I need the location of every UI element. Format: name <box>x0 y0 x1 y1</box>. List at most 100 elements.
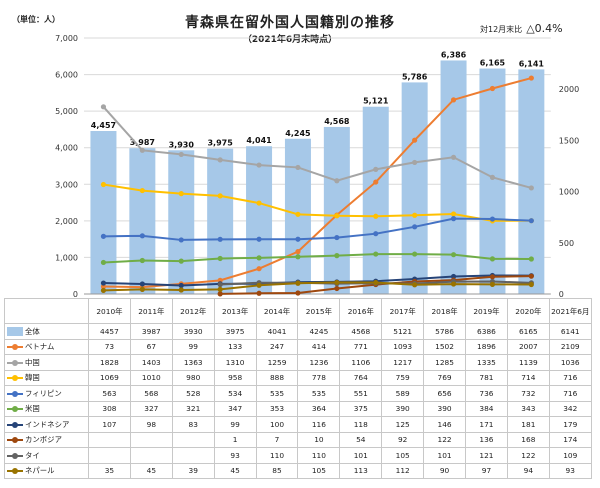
y-left-tick-label: 2,000 <box>55 217 78 226</box>
series-point <box>489 274 496 280</box>
series-point <box>412 251 418 257</box>
table-cell: 1236 <box>297 354 341 371</box>
series-point <box>217 193 223 199</box>
category-header-cell: 2015年 <box>297 298 341 324</box>
table-row: インドネシア 107 98 83 99 100 116 118 125 146 171 181 179 <box>4 416 592 433</box>
table-cell: 732 <box>506 385 550 402</box>
series-name: 中国 <box>25 357 40 367</box>
table-cell <box>88 447 131 464</box>
series-point <box>450 97 457 103</box>
table-cell: 105 <box>297 462 341 479</box>
legend-key <box>7 405 23 413</box>
bar-data-label: 6,165 <box>480 59 506 68</box>
series-point <box>256 282 262 288</box>
table-cell: 321 <box>171 400 215 417</box>
series-point <box>100 233 107 239</box>
series-point <box>334 279 340 286</box>
table-cell: 93 <box>548 462 592 479</box>
series-point <box>295 254 301 260</box>
y-right-tick-label: 1500 <box>559 136 579 145</box>
legend-key <box>7 467 23 475</box>
series-point <box>528 185 534 191</box>
series-point <box>528 256 534 262</box>
table-cell: 1502 <box>423 338 467 355</box>
table-cell: 551 <box>339 385 383 402</box>
series-name: フィリピン <box>25 388 62 398</box>
table-cell: 771 <box>339 338 383 355</box>
table-cell: 390 <box>381 400 425 417</box>
series-point <box>412 224 418 230</box>
series-label-cell: ネパール <box>4 462 89 479</box>
series-point <box>139 281 145 287</box>
table-cell: 1036 <box>548 354 592 371</box>
series-name: カンボジア <box>25 435 62 445</box>
table-cell: 716 <box>548 385 592 402</box>
table-cell: 1093 <box>381 338 425 355</box>
legend-key <box>7 436 23 444</box>
series-point <box>178 237 184 243</box>
table-cell: 308 <box>88 400 131 417</box>
table-cell <box>171 447 215 464</box>
series-line <box>103 281 532 292</box>
table-cell: 39 <box>171 462 215 479</box>
series-point <box>334 213 340 219</box>
y-left-tick-label: 6,000 <box>55 71 78 80</box>
table-cell: 759 <box>381 369 425 386</box>
table-cell: 343 <box>506 400 550 417</box>
table-cell: 589 <box>381 385 425 402</box>
series-label-cell: ベトナム <box>4 338 89 355</box>
table-cell: 83 <box>171 416 215 433</box>
table-cell: 364 <box>297 400 341 417</box>
category-header-cell: 2016年 <box>339 298 383 324</box>
series-point <box>217 157 223 163</box>
series-point <box>295 249 301 255</box>
series-point <box>100 287 107 294</box>
table-cell: 99 <box>171 338 215 355</box>
bar <box>401 82 428 295</box>
table-cell: 764 <box>339 369 383 386</box>
table-header-row: 2010年 2011年 2012年 2013年 2014年 2015年 2016年 2017年… <box>4 298 592 324</box>
series-point <box>256 200 262 206</box>
series-point <box>139 257 145 264</box>
series-point <box>334 234 340 241</box>
series-line <box>103 217 532 241</box>
series-point <box>373 213 379 219</box>
table-row: 米国 308 327 321 347 353 364 375 390 390 384 343 342 <box>4 400 592 417</box>
series-label-cell: カンボジア <box>4 431 89 448</box>
table-cell: 98 <box>129 416 173 433</box>
table-cell: 146 <box>423 416 467 433</box>
series-point <box>178 258 184 264</box>
change-note-value: △0.4% <box>526 22 563 35</box>
series-point <box>412 159 418 166</box>
series-point <box>178 191 184 197</box>
table-cell: 4041 <box>255 323 299 340</box>
table-cell: 563 <box>88 385 131 402</box>
series-name: インドネシア <box>25 419 70 429</box>
table-row: ネパール 35 45 39 45 85 105 113 112 90 97 94 93 <box>4 462 592 479</box>
table-row: 中国 1828 1403 1363 1310 1259 1236 1106 1217 1285 13… <box>4 354 592 371</box>
table-cell: 528 <box>171 385 215 402</box>
series-point <box>100 104 107 110</box>
table-cell: 1010 <box>129 369 173 386</box>
series-point <box>139 187 145 194</box>
table-cell: 384 <box>465 400 508 417</box>
bar <box>207 148 234 294</box>
series-label-cell: インドネシア <box>4 416 89 433</box>
series-point <box>412 212 418 218</box>
legend-key <box>7 374 23 382</box>
series-label-cell: フィリピン <box>4 385 89 402</box>
table-cell: 110 <box>297 447 341 464</box>
table-cell: 35 <box>88 462 131 479</box>
legend-key <box>7 452 23 460</box>
category-header-cell: 2012年 <box>171 298 215 324</box>
table-cell: 247 <box>255 338 299 355</box>
table-cell: 90 <box>423 462 467 479</box>
y-right-tick-label: 2000 <box>559 85 579 94</box>
series-point <box>412 282 418 288</box>
table-cell: 3930 <box>171 323 215 340</box>
bar-data-label: 3,930 <box>169 140 195 149</box>
series-point <box>295 280 301 286</box>
table-cell: 778 <box>297 369 341 386</box>
table-row: フィリピン 563 568 528 534 535 535 551 589 656 736 732 71… <box>4 385 592 402</box>
table-cell <box>129 431 173 448</box>
